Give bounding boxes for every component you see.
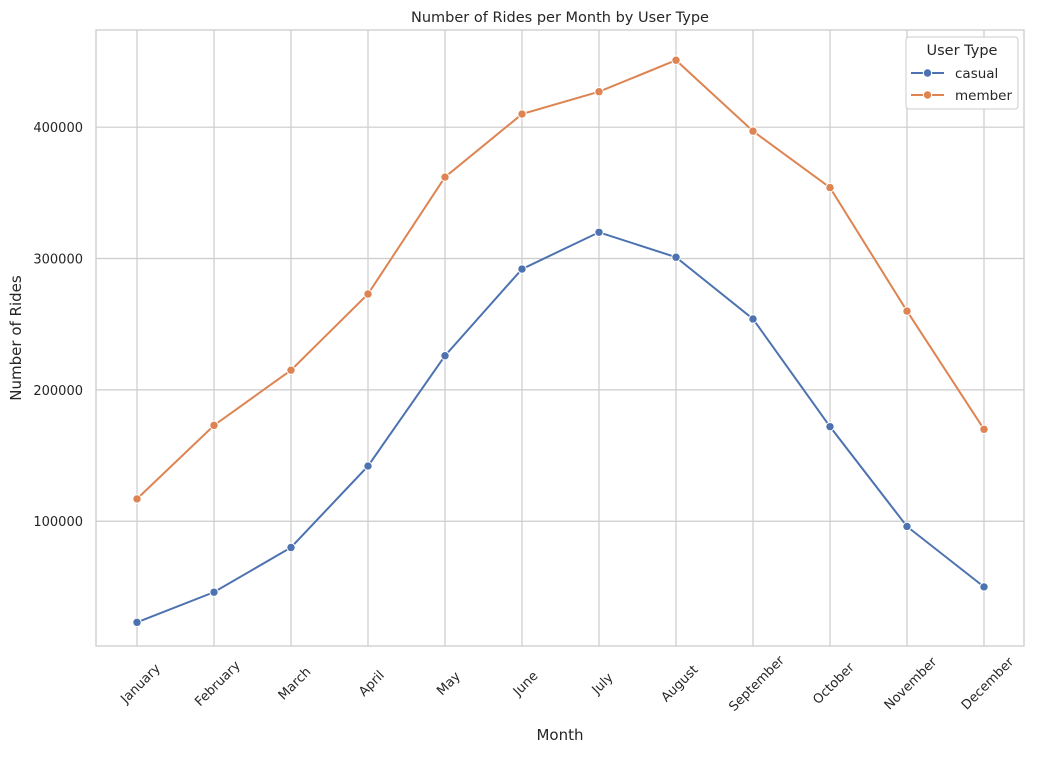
series-line-casual [136,231,985,624]
data-point-casual [748,314,758,324]
data-point-member [671,55,681,65]
x-tick-label: November [882,654,941,713]
x-axis-label: Month [536,726,583,744]
data-point-casual [209,587,219,597]
data-point-casual [132,617,142,628]
data-point-casual [440,351,450,361]
data-point-member [979,424,989,434]
data-point-casual [517,264,527,274]
x-tick-label: March [276,665,315,704]
series-line-member [136,59,985,500]
x-tick-label: August [659,663,702,706]
x-tick-label: April [356,668,388,700]
x-tick-label: December [959,654,1018,713]
y-tick-label: 200000 [33,384,83,399]
data-point-casual [671,252,681,262]
legend-label-casual: casual [955,66,998,82]
legend-marker-member [922,90,933,100]
data-point-member [517,109,527,119]
data-point-member [209,420,219,431]
data-point-member [132,494,142,504]
data-point-member [825,182,835,193]
x-tick-label: February [192,658,244,710]
data-point-member [748,126,758,136]
data-point-casual [902,521,912,532]
data-point-member [902,306,912,316]
data-point-member [594,87,604,97]
data-point-casual [286,542,296,553]
x-tick-label: September [726,653,788,715]
legend: User Type casual member [905,36,1019,110]
y-tick-labels: 100000 200000 300000 400000 [33,121,83,530]
legend-label-member: member [955,88,1012,104]
x-tick-label: January [118,661,164,707]
x-tick-labels: January February March April May June July Augu… [118,653,1018,715]
y-tick-label: 300000 [33,253,83,268]
legend-box [905,36,1019,110]
legend-marker-casual [922,68,933,78]
data-point-casual [594,227,604,237]
chart-title: Number of Rides per Month by User Type [411,10,709,26]
y-tick-label: 400000 [33,121,83,136]
data-point-casual [825,421,835,432]
y-tick-label: 100000 [33,515,83,530]
grid [96,30,1024,646]
data-point-member [440,172,450,182]
x-tick-label: May [434,669,464,699]
x-tick-label: July [589,670,617,698]
x-tick-label: October [810,660,858,708]
series-lines [132,55,989,628]
data-point-member [286,365,296,375]
x-tick-label: June [510,669,541,700]
y-axis-label: Number of Rides [7,275,25,401]
legend-title: User Type [927,43,998,59]
data-point-casual [363,461,373,471]
data-point-casual [979,582,989,592]
plot-frame [95,29,1025,647]
data-point-member [363,289,373,299]
